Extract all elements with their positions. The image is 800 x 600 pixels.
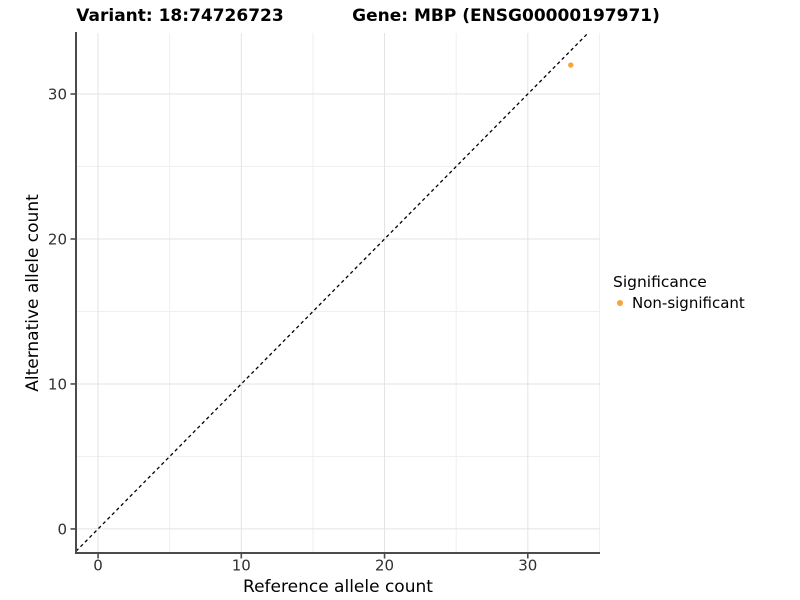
y-tick-label: 20: [48, 230, 67, 248]
data-point: [568, 62, 574, 68]
plot-title-gene: Gene: MBP (ENSG00000197971): [352, 6, 660, 26]
y-tick-label: 0: [57, 520, 67, 538]
non-significant-dot-icon: [616, 300, 623, 306]
x-axis-title: Reference allele count: [243, 577, 433, 597]
y-tick-label: 30: [48, 86, 67, 104]
y-tick-label: 10: [48, 375, 67, 393]
legend-key: [611, 295, 628, 312]
legend-entry-label: Non-significant: [632, 294, 745, 312]
legend-entry-non-significant: Non-significant: [611, 294, 745, 312]
x-tick-label: 20: [375, 557, 394, 575]
x-tick-label: 10: [232, 557, 251, 575]
legend-title: Significance: [613, 273, 707, 291]
y-axis-title: Alternative allele count: [23, 194, 43, 392]
x-tick-label: 30: [518, 557, 537, 575]
legend: Significance Non-significant: [611, 273, 745, 312]
identity-dashed-line: [75, 32, 589, 552]
x-tick-label: 0: [93, 557, 103, 575]
plot-title-variant: Variant: 18:74726723: [76, 6, 284, 26]
